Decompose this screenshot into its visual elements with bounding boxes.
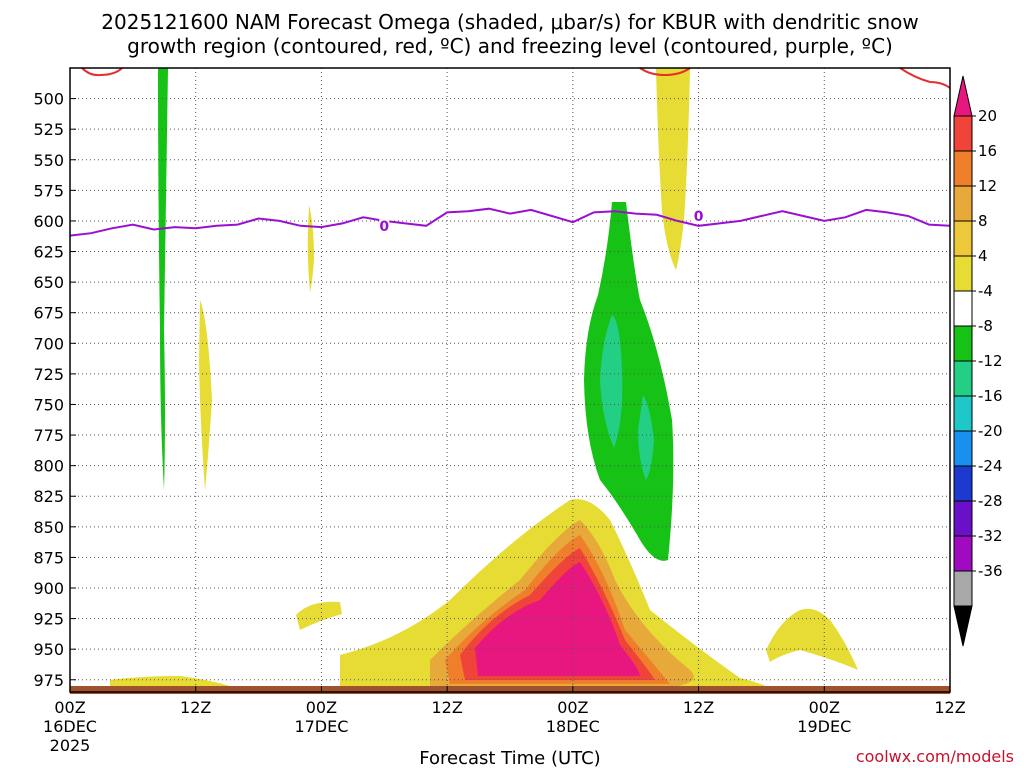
y-tick-label: 500 — [33, 90, 64, 109]
colorbar-swatch — [953, 115, 973, 152]
x-tick-year: 2025 — [50, 736, 91, 755]
omega-negative-streak-1 — [158, 68, 168, 490]
x-tick-label: 00Z — [306, 698, 337, 717]
y-tick-label: 525 — [33, 120, 64, 139]
colorbar-top-arrow — [953, 75, 973, 117]
y-tick-label: 850 — [33, 518, 64, 537]
colorbar-swatch — [953, 360, 973, 397]
y-tick-label: 900 — [33, 579, 64, 598]
omega-positive-streak-2 — [199, 300, 212, 490]
dgz-contour-2 — [639, 67, 691, 77]
dgz-contour-1 — [81, 67, 123, 77]
colorbar-swatch — [953, 220, 973, 257]
x-tick-date: 16DEC — [43, 717, 97, 736]
omega-negative-core-2 — [638, 395, 654, 480]
chart-title-line1: 2025121600 NAM Forecast Omega (shaded, μ… — [101, 10, 918, 34]
y-tick-label: 675 — [33, 304, 64, 323]
y-tick-label: 575 — [33, 181, 64, 200]
colorbar-swatch — [953, 465, 973, 502]
colorbar-label: -20 — [978, 422, 1003, 440]
colorbar: 20 16 12 8 4 -4 -8 -12 -16 -20 -24 -28 -32 -36 — [953, 75, 1003, 647]
colorbar-swatch — [953, 325, 973, 362]
y-tick-label: 700 — [33, 334, 64, 353]
x-tick-label: 00Z — [809, 698, 840, 717]
freezing-label-bg — [693, 208, 704, 223]
x-tick-date: 19DEC — [797, 717, 851, 736]
colorbar-label: 16 — [978, 142, 997, 160]
y-tick-label: 775 — [33, 426, 64, 445]
x-tick-label: 12Z — [934, 698, 965, 717]
x-tick-label: 00Z — [557, 698, 588, 717]
omega-positive-patch-1 — [296, 601, 342, 630]
y-tick-label: 625 — [33, 243, 64, 262]
x-tick-label: 12Z — [683, 698, 714, 717]
x-tick-date: 18DEC — [546, 717, 600, 736]
colorbar-swatch — [953, 255, 973, 292]
y-tick-label: 975 — [33, 671, 64, 690]
credit-text: coolwx.com/models — [856, 747, 1014, 766]
freezing-level-line — [69, 207, 951, 237]
x-tick-label: 00Z — [54, 698, 85, 717]
freezing-level-label: 0 — [379, 219, 389, 235]
y-tick-label: 950 — [33, 640, 64, 659]
freezing-level-label: 0 — [694, 209, 704, 225]
colorbar-bottom-arrow — [953, 605, 973, 647]
colorbar-swatch — [953, 535, 973, 572]
y-tick-label: 600 — [33, 212, 64, 231]
plot-border — [69, 67, 951, 693]
colorbar-swatch — [953, 150, 973, 187]
y-tick-label: 725 — [33, 365, 64, 384]
x-tick-label: 12Z — [180, 698, 211, 717]
omega-shading — [110, 68, 858, 690]
y-tick-label: 650 — [33, 273, 64, 292]
omega-positive-streak-1 — [656, 68, 690, 270]
y-axis: 500 525 550 575 600 625 650 675 700 725 750 775 800 8… — [33, 90, 76, 690]
y-tick-label: 750 — [33, 395, 64, 414]
omega-positive-patch-2 — [766, 608, 858, 670]
y-tick-label: 925 — [33, 610, 64, 629]
colorbar-label: -24 — [978, 457, 1003, 475]
colorbar-swatch — [953, 395, 973, 432]
omega-negative-core-1 — [600, 315, 623, 448]
colorbar-swatch — [953, 185, 973, 222]
y-tick-label: 550 — [33, 151, 64, 170]
freezing-level-labels: 00 — [379, 208, 704, 235]
terrain — [70, 686, 950, 694]
colorbar-label: -36 — [978, 562, 1003, 580]
colorbar-label: -16 — [978, 387, 1003, 405]
colorbar-label: 4 — [978, 247, 988, 265]
colorbar-swatch — [953, 430, 973, 467]
dgz-contour-3 — [899, 67, 951, 89]
colorbar-label: -4 — [978, 282, 993, 300]
colorbar-label: -12 — [978, 352, 1003, 370]
omega-positive-patch-3 — [110, 676, 230, 688]
colorbar-label: -32 — [978, 527, 1003, 545]
colorbar-swatch — [953, 290, 973, 327]
colorbar-label: -28 — [978, 492, 1003, 510]
colorbar-label: 12 — [978, 177, 997, 195]
y-tick-label: 825 — [33, 487, 64, 506]
y-tick-label: 800 — [33, 457, 64, 476]
omega-positive-20 — [475, 562, 640, 676]
x-tick-date: 17DEC — [294, 717, 348, 736]
omega-negative-main — [584, 202, 674, 561]
x-tick-label: 12Z — [431, 698, 462, 717]
colorbar-label: 8 — [978, 212, 988, 230]
grid — [70, 68, 950, 692]
y-tick-label: 875 — [33, 548, 64, 567]
chart-title-line2: growth region (contoured, red, ºC) and f… — [127, 34, 893, 58]
x-axis-label: Forecast Time (UTC) — [419, 748, 600, 768]
colorbar-label: 20 — [978, 107, 997, 125]
colorbar-swatch — [953, 500, 973, 537]
colorbar-label: -8 — [978, 317, 993, 335]
colorbar-swatch — [953, 570, 973, 607]
freezing-label-bg — [379, 217, 390, 232]
